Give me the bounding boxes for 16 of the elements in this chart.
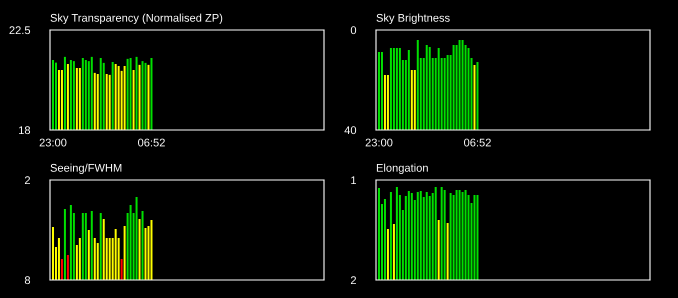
chart-title: Seeing/FWHM [50, 164, 122, 174]
y-tick-label: 8 [24, 276, 30, 284]
x-tick-label: 06:52 [464, 138, 491, 146]
chart-title: Sky Transparency (Normalised ZP) [50, 14, 222, 24]
y-tick-label: 1 [351, 176, 356, 184]
y-tick-label: 2 [350, 276, 356, 284]
y-tick-label: 2 [24, 176, 30, 184]
chart-title: Sky Brightness [376, 14, 450, 24]
y-tick-label: 0 [350, 26, 356, 34]
y-tick-label: 18 [19, 126, 30, 134]
chart-title: Elongation [376, 164, 428, 174]
y-tick-label: 22.5 [9, 26, 30, 34]
y-tick-label: 40 [344, 126, 356, 134]
x-tick-label: 06:52 [138, 138, 165, 146]
x-tick-label: 23:00 [366, 138, 392, 146]
x-tick-label: 23:00 [40, 138, 66, 146]
